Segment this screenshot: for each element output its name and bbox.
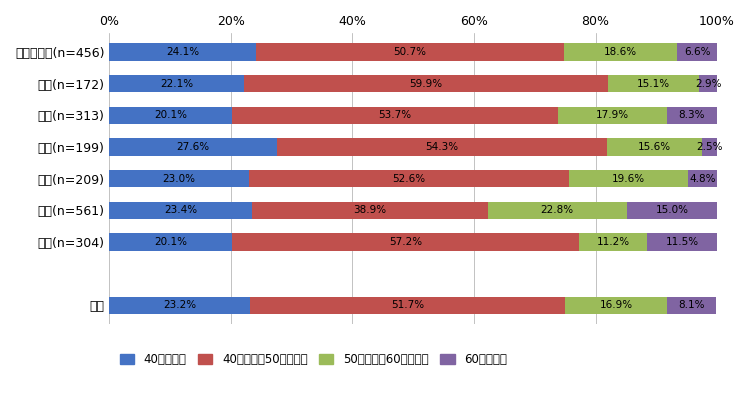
Bar	[668, 297, 716, 314]
Legend: 40時間未満, 40時間以上50時間未満, 50時間以上60時間未満, 60時間以上: 40時間未満, 40時間以上50時間未満, 50時間以上60時間未満, 60時間…	[116, 348, 512, 371]
Bar	[110, 170, 249, 187]
Text: 20.1%: 20.1%	[154, 237, 187, 247]
Bar	[667, 106, 717, 124]
Text: 8.3%: 8.3%	[679, 110, 705, 120]
Text: 15.1%: 15.1%	[637, 79, 670, 89]
Text: 51.7%: 51.7%	[391, 300, 424, 310]
Text: 8.1%: 8.1%	[679, 300, 705, 310]
Text: 22.1%: 22.1%	[160, 79, 193, 89]
Bar	[579, 233, 647, 250]
Text: 23.0%: 23.0%	[163, 173, 196, 183]
Text: 53.7%: 53.7%	[378, 110, 411, 120]
Text: 20.1%: 20.1%	[154, 110, 187, 120]
Bar	[277, 138, 607, 156]
Text: 38.9%: 38.9%	[353, 205, 386, 215]
Bar	[110, 233, 232, 250]
Text: 2.9%: 2.9%	[695, 79, 721, 89]
Bar	[558, 106, 667, 124]
Bar	[677, 43, 717, 61]
Bar	[607, 138, 702, 156]
Text: 16.9%: 16.9%	[599, 300, 632, 310]
Text: 15.0%: 15.0%	[656, 205, 688, 215]
Bar	[647, 233, 717, 250]
Text: 17.9%: 17.9%	[596, 110, 628, 120]
Bar	[251, 201, 488, 219]
Bar	[688, 170, 717, 187]
Bar	[110, 106, 232, 124]
Text: 24.1%: 24.1%	[166, 47, 200, 57]
Bar	[702, 138, 717, 156]
Bar	[564, 43, 677, 61]
Text: 4.8%: 4.8%	[689, 173, 715, 183]
Text: 11.5%: 11.5%	[665, 237, 699, 247]
Text: 50.7%: 50.7%	[393, 47, 426, 57]
Text: 22.8%: 22.8%	[541, 205, 574, 215]
Text: 52.6%: 52.6%	[392, 173, 425, 183]
Text: 6.6%: 6.6%	[684, 47, 710, 57]
Bar	[110, 138, 277, 156]
Bar	[608, 75, 700, 92]
Text: 23.4%: 23.4%	[164, 205, 197, 215]
Bar	[626, 201, 718, 219]
Text: 27.6%: 27.6%	[177, 142, 210, 152]
Text: 59.9%: 59.9%	[409, 79, 442, 89]
Text: 11.2%: 11.2%	[596, 237, 630, 247]
Text: 19.6%: 19.6%	[612, 173, 645, 183]
Bar	[488, 201, 626, 219]
Bar	[110, 43, 256, 61]
Text: 57.2%: 57.2%	[388, 237, 422, 247]
Bar	[232, 233, 579, 250]
Bar	[244, 75, 608, 92]
Bar	[232, 106, 558, 124]
Bar	[249, 170, 568, 187]
Text: 23.2%: 23.2%	[164, 300, 196, 310]
Text: 2.5%: 2.5%	[696, 142, 723, 152]
Text: 54.3%: 54.3%	[425, 142, 459, 152]
Bar	[565, 297, 668, 314]
Bar	[110, 75, 244, 92]
Bar	[568, 170, 688, 187]
Bar	[110, 201, 251, 219]
Bar	[256, 43, 564, 61]
Bar	[110, 297, 251, 314]
Text: 15.6%: 15.6%	[638, 142, 671, 152]
Bar	[700, 75, 717, 92]
Bar	[251, 297, 565, 314]
Text: 18.6%: 18.6%	[604, 47, 637, 57]
